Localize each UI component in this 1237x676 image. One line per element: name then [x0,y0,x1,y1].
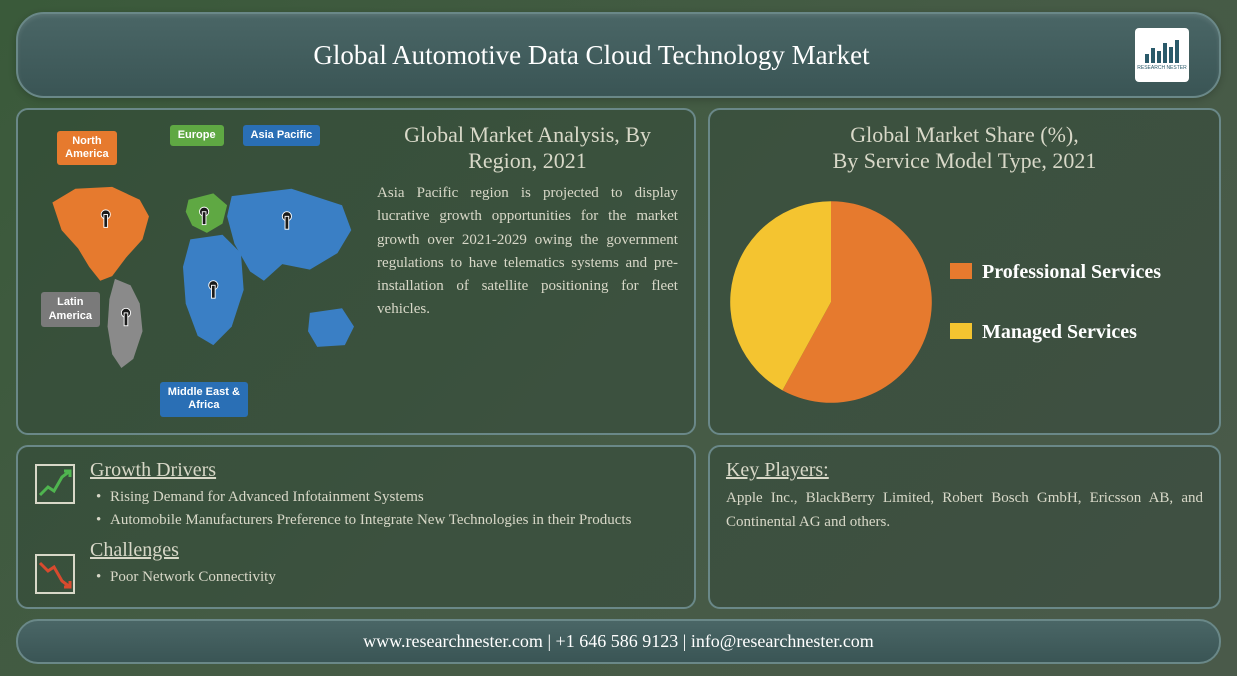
pie-chart [726,197,936,407]
key-players-title: Key Players: [726,459,1203,482]
page-title: Global Automotive Data Cloud Technology … [48,40,1135,71]
legend-label: Managed Services [982,319,1137,345]
legend-label: Professional Services [982,259,1161,285]
pie-legend: Professional Services Managed Services [950,259,1203,345]
footer-phone: +1 646 586 9123 [556,631,679,651]
region-label: NorthAmerica [57,131,116,165]
logo-text: RESEARCH NESTER [1137,65,1186,71]
region-analysis-text: Global Market Analysis, By Region, 2021 … [377,122,678,421]
region-analysis-description: Asia Pacific region is projected to disp… [377,182,678,322]
growth-drivers-list: Rising Demand for Advanced Infotainment … [90,486,678,531]
region-analysis-title: Global Market Analysis, By Region, 2021 [377,122,678,174]
footer-email: info@researchnester.com [691,631,874,651]
legend-swatch [950,323,972,339]
list-item: Poor Network Connectivity [96,566,678,589]
pie-title: Global Market Share (%), By Service Mode… [726,122,1203,174]
list-item: Rising Demand for Advanced Infotainment … [96,486,678,509]
region-label: Asia Pacific [243,125,321,146]
brand-logo: RESEARCH NESTER [1135,28,1189,82]
challenges-list: Poor Network Connectivity [90,566,678,589]
region-label: Europe [170,125,224,146]
region-label: LatinAmerica [41,292,100,326]
key-players-panel: Key Players: Apple Inc., BlackBerry Limi… [708,445,1221,609]
legend-item: Professional Services [950,259,1203,285]
drivers-challenges-panel: Growth Drivers Rising Demand for Advance… [16,445,696,609]
growth-chart-icon [34,463,76,505]
list-item: Automobile Manufacturers Preference to I… [96,509,678,532]
map-svg [34,122,365,421]
map-region-asia-pacific [227,189,351,281]
region-analysis-panel: NorthAmerica Europe Asia Pacific LatinAmeri… [16,108,696,435]
challenges-title: Challenges [90,539,678,562]
key-players-text: Apple Inc., BlackBerry Limited, Robert B… [726,486,1203,534]
footer-website: www.researchnester.com [363,631,543,651]
legend-item: Managed Services [950,319,1203,345]
growth-drivers-title: Growth Drivers [90,459,678,482]
world-map: NorthAmerica Europe Asia Pacific LatinAmeri… [34,122,365,421]
map-region-oceania [308,308,354,347]
header-bar: Global Automotive Data Cloud Technology … [16,12,1221,98]
market-share-panel: Global Market Share (%), By Service Mode… [708,108,1221,435]
legend-swatch [950,263,972,279]
decline-chart-icon [34,553,76,595]
footer-bar: www.researchnester.com | +1 646 586 9123… [16,619,1221,664]
map-region-north-america [52,187,149,281]
region-label: Middle East &Africa [160,382,248,416]
